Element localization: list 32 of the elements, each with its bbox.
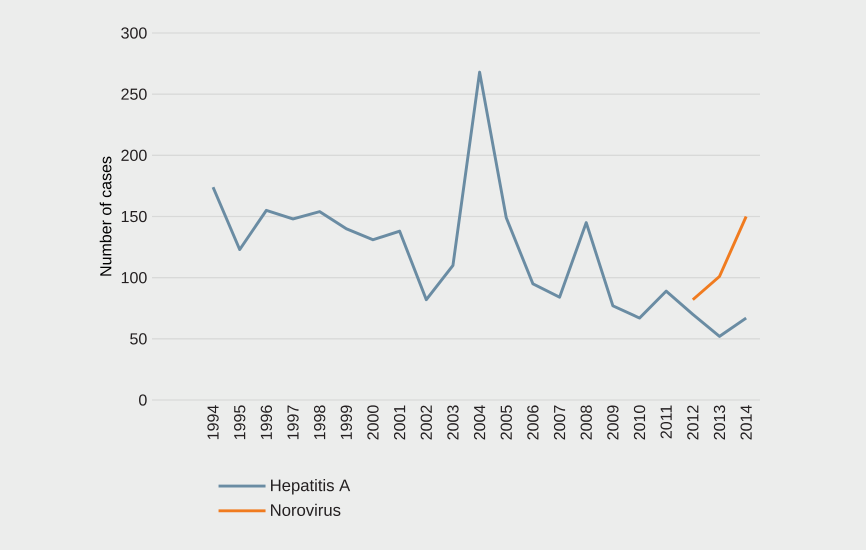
- line-series: [212, 70, 748, 338]
- x-tick-label: 2003: [447, 405, 459, 440]
- x-tick-label: 2008: [580, 405, 592, 440]
- x-tick-label: 1995: [234, 405, 246, 440]
- y-tick-label: 250: [121, 88, 147, 100]
- x-tick-label: 2010: [634, 405, 646, 440]
- x-tick-label: 2002: [420, 406, 432, 440]
- x-tick-label: 2013: [714, 405, 726, 440]
- y-tick-label: 50: [130, 333, 147, 344]
- x-tick-label: 2001: [394, 406, 406, 440]
- x-tick-label: 2009: [607, 405, 619, 440]
- x-tick-label: 2014: [740, 405, 752, 440]
- x-tick-label: 2011: [660, 406, 672, 438]
- x-tick-label: 1994: [207, 405, 219, 440]
- x-tick-label: 1996: [260, 405, 272, 440]
- y-tick-label: 100: [122, 272, 147, 284]
- x-tick-label: 2006: [527, 405, 539, 440]
- legend-label: Norovirus: [271, 504, 340, 516]
- legend-label: Hepatitis A: [271, 478, 350, 495]
- y-tick-label: 150: [122, 210, 147, 222]
- x-tick-label: 1999: [340, 405, 352, 440]
- x-tick-label: 2005: [500, 405, 512, 440]
- y-tick-label: 200: [121, 150, 147, 161]
- x-tick-label: 2004: [474, 405, 486, 440]
- x-tick-label: 1997: [287, 406, 299, 440]
- x-tick-label: 1998: [314, 405, 326, 440]
- y-tick-label: 300: [121, 27, 147, 39]
- x-tick-label: 2007: [554, 406, 566, 440]
- x-tick-label: 2000: [367, 405, 379, 440]
- x-tick-label: 2012: [687, 406, 698, 440]
- y-axis-title: Number of cases: [100, 156, 112, 276]
- y-tick-label: 0: [139, 394, 147, 406]
